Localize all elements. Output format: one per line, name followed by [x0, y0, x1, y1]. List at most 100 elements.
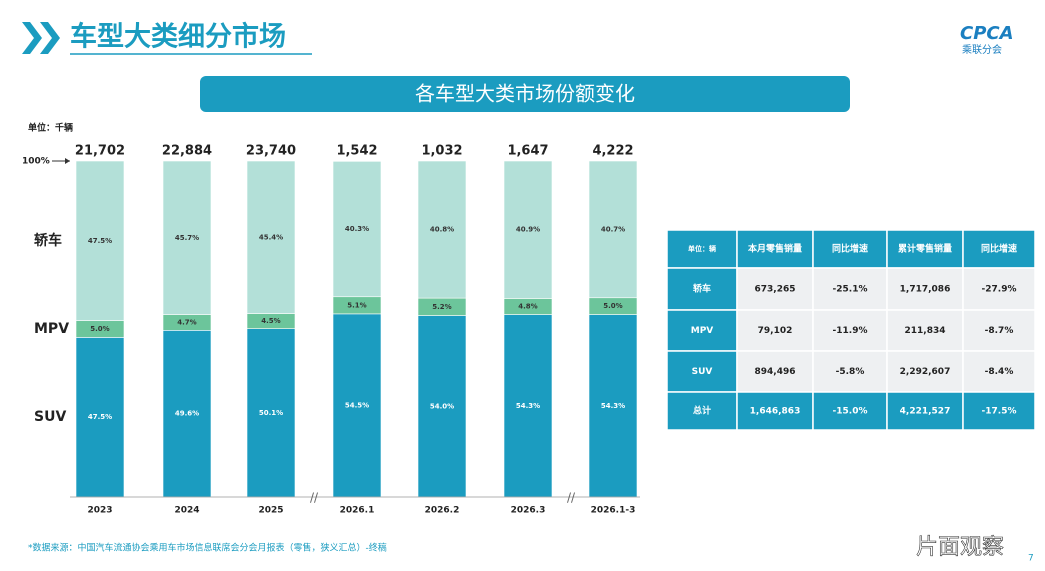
bar-segment	[503, 160, 553, 299]
y-tick-label: 100%	[22, 157, 50, 167]
bar-segment	[162, 160, 212, 315]
arrow-head	[65, 158, 70, 164]
chart: 100% 47.5% 5.0% 47.5% 21,702 2023 49.6% 4.7% 45.…	[22, 144, 640, 516]
banner-text: 各车型大类市场份额变化	[415, 82, 635, 106]
axis-break: //	[567, 491, 576, 505]
x-tick-label: 2024	[174, 506, 199, 516]
table-header: 同比增速	[832, 243, 868, 255]
logo: CPCA	[960, 23, 1014, 44]
table-cell	[812, 309, 888, 352]
table-cell	[736, 350, 814, 393]
bar-segment	[588, 314, 638, 498]
table-cell-text: -27.9%	[982, 285, 1017, 295]
bar-segment	[246, 328, 296, 498]
table-cell	[886, 391, 964, 431]
table-cell	[886, 229, 964, 269]
table-cell	[886, 309, 964, 352]
series-label: SUV	[34, 409, 66, 425]
table-cell-text: 1,717,086	[900, 285, 951, 295]
series-label: MPV	[34, 321, 69, 337]
series-label: 轿车	[34, 232, 62, 249]
x-tick-label: 2026.2	[425, 506, 460, 516]
table-cell	[962, 229, 1036, 269]
x-tick-label: 2026.1	[340, 506, 375, 516]
table-cell-text: 79,102	[758, 326, 793, 336]
value-label: 40.9%	[516, 226, 540, 234]
x-tick-label: 2026.3	[511, 506, 546, 516]
value-label: 4.8%	[518, 302, 537, 310]
bar-segment	[503, 314, 553, 498]
value-label: 45.7%	[175, 234, 199, 242]
value-label: 54.3%	[601, 402, 625, 410]
table-cell	[666, 391, 738, 431]
value-label: 5.2%	[432, 303, 451, 311]
bar-segment	[75, 160, 125, 321]
table-cell-text: 894,496	[755, 367, 796, 377]
x-tick-label: 2025	[258, 506, 283, 516]
bar-segment	[332, 161, 382, 298]
table-cell-text: 4,221,527	[900, 407, 951, 417]
value-label: 45.4%	[259, 233, 283, 241]
table-cell	[886, 350, 964, 393]
value-label: 40.7%	[601, 225, 625, 233]
table-cell	[812, 267, 888, 311]
value-label: 49.6%	[175, 410, 199, 418]
table-header: 本月零售销量	[748, 243, 802, 255]
bar-segment	[162, 330, 212, 498]
table-cell	[962, 391, 1036, 431]
table-cell-text: -17.5%	[982, 407, 1017, 417]
unit-label: 单位：千辆	[28, 122, 73, 134]
total-label: 23,740	[246, 144, 296, 159]
total-label: 4,222	[592, 144, 633, 159]
table-cell-text: 总计	[693, 405, 711, 417]
banner	[200, 76, 850, 112]
table-cell	[736, 391, 814, 431]
value-label: 54.5%	[345, 401, 369, 409]
chevron-icon	[22, 22, 60, 54]
value-label: 54.3%	[516, 402, 540, 410]
table-cell	[812, 391, 888, 431]
value-label: 4.7%	[177, 318, 196, 326]
value-label: 4.5%	[261, 317, 280, 325]
bar-segment	[246, 160, 296, 314]
value-label: 40.3%	[345, 225, 369, 233]
table-cell-text: MPV	[691, 326, 714, 336]
total-label: 1,032	[421, 144, 462, 159]
total-label: 22,884	[162, 144, 212, 159]
x-tick-label: 2023	[87, 506, 112, 516]
table-header: 单位：辆	[688, 244, 716, 253]
table-cell-text: -25.1%	[833, 285, 868, 295]
table-cell-text: 211,834	[905, 326, 946, 336]
table-cell-text: -11.9%	[833, 326, 868, 336]
source-note: *数据来源：中国汽车流通协会乘用车市场信息联席会分会月报表（零售，狭义汇总）-终…	[28, 542, 387, 554]
value-label: 40.8%	[430, 226, 454, 234]
total-label: 21,702	[75, 144, 125, 159]
axis-break: //	[310, 491, 319, 505]
table-cell-text: 673,265	[755, 285, 796, 295]
table-cell-text: -15.0%	[833, 407, 868, 417]
table-cell-text: -8.7%	[985, 326, 1014, 336]
table-cell-text: 轿车	[693, 283, 711, 295]
table-header: 累计零售销量	[898, 243, 952, 255]
table-cell-text: 2,292,607	[900, 367, 951, 377]
bar-segment	[417, 160, 467, 299]
value-label: 47.5%	[88, 237, 112, 245]
table-cell-text: -8.4%	[985, 367, 1014, 377]
value-label: 5.0%	[90, 325, 109, 333]
table-header: 同比增速	[981, 243, 1017, 255]
total-label: 1,542	[336, 144, 377, 159]
watermark: 片面观察	[916, 535, 1004, 560]
bar-segment	[588, 160, 638, 299]
value-label: 5.1%	[347, 301, 366, 309]
x-tick-label: 2026.1-3	[591, 506, 636, 516]
table-cell	[812, 229, 888, 269]
value-label: 47.5%	[88, 413, 112, 421]
bar-segment	[332, 313, 382, 498]
value-label: 50.1%	[259, 409, 283, 417]
page-number: 7	[1028, 554, 1034, 564]
value-label: 5.0%	[603, 302, 622, 310]
table-cell-text: 1,646,863	[750, 407, 801, 417]
total-label: 1,647	[507, 144, 548, 159]
